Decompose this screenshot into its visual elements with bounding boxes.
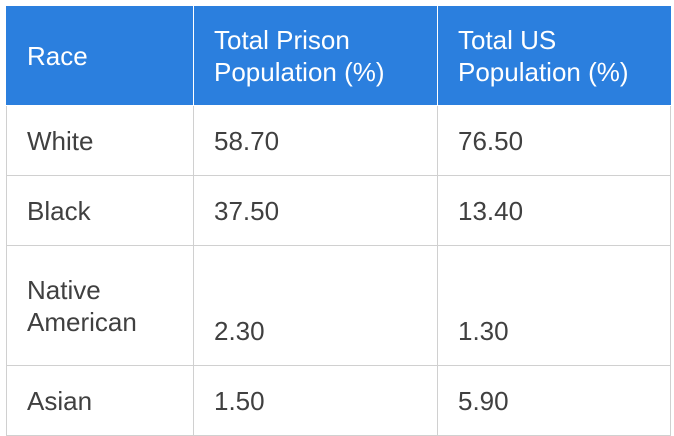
race-cell: Asian: [6, 365, 194, 436]
data-table: Race Total Prison Population (%) Total U…: [6, 6, 671, 436]
us-population-cell: 1.30: [437, 245, 671, 366]
prison-population-cell: 2.30: [193, 245, 438, 366]
prison-population-cell: 37.50: [193, 175, 438, 246]
table-body: White 58.70 76.50 Black 37.50 13.40 Nati…: [6, 105, 671, 436]
race-cell: White: [6, 105, 194, 176]
race-cell: Black: [6, 175, 194, 246]
column-header-race: Race: [6, 6, 194, 106]
table-header: Race Total Prison Population (%) Total U…: [6, 6, 671, 106]
header-row: Race Total Prison Population (%) Total U…: [6, 6, 671, 106]
us-population-cell: 5.90: [437, 365, 671, 436]
table-row: Black 37.50 13.40: [6, 175, 671, 246]
table-row: Asian 1.50 5.90: [6, 365, 671, 436]
us-population-cell: 76.50: [437, 105, 671, 176]
column-header-us-population: Total US Population (%): [437, 6, 671, 106]
table-row: White 58.70 76.50: [6, 105, 671, 176]
column-header-prison-population: Total Prison Population (%): [193, 6, 438, 106]
us-population-cell: 13.40: [437, 175, 671, 246]
race-cell: Native American: [6, 245, 194, 366]
prison-population-cell: 1.50: [193, 365, 438, 436]
table-row: Native American 2.30 1.30: [6, 245, 671, 366]
prison-population-cell: 58.70: [193, 105, 438, 176]
